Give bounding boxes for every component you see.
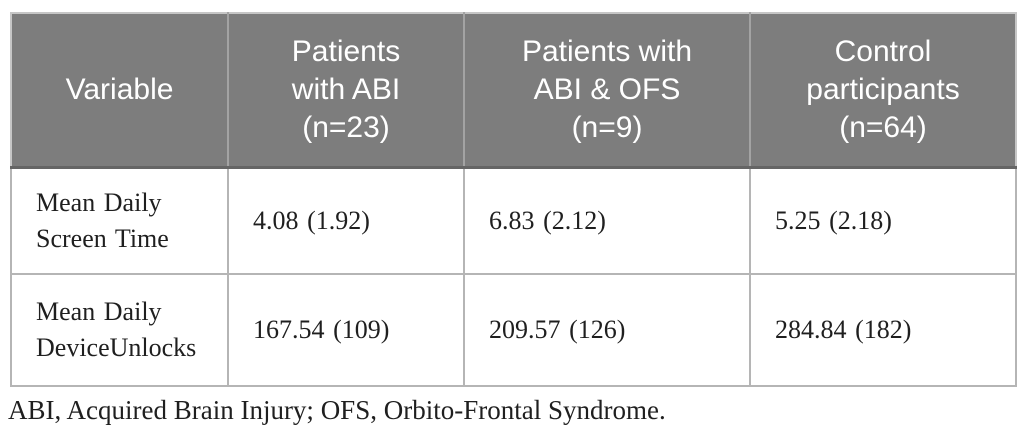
- cell-screen-time-abi: 4.08 (1.92): [227, 166, 465, 275]
- header-row: Variable Patients with ABI (n=23) Patien…: [11, 13, 1016, 169]
- header-cell-control-participants: Control participants (n=64): [749, 13, 1016, 169]
- header-cell-patients-abi: Patients with ABI (n=23): [227, 13, 464, 169]
- study-stats-table: Variable Patients with ABI (n=23) Patien…: [10, 12, 1017, 387]
- cell-screen-time-abi-ofs: 6.83 (2.12): [463, 166, 751, 275]
- row-label-screen-time: Mean Daily Screen Time: [10, 166, 229, 275]
- header-cell-variable: Variable: [11, 13, 228, 169]
- abbreviations-footnote: ABI, Acquired Brain Injury; OFS, Orbito-…: [8, 395, 666, 425]
- table-row-device-unlocks: Mean Daily DeviceUnlocks 167.54 (109) 20…: [10, 273, 1017, 387]
- row-label-device-unlocks: Mean Daily DeviceUnlocks: [10, 273, 229, 387]
- cell-screen-time-control: 5.25 (2.18): [749, 166, 1017, 275]
- table-row-screen-time: Mean Daily Screen Time 4.08 (1.92) 6.83 …: [10, 166, 1017, 275]
- cell-device-unlocks-abi-ofs: 209.57 (126): [463, 273, 751, 387]
- cell-device-unlocks-control: 284.84 (182): [749, 273, 1017, 387]
- header-cell-patients-abi-ofs: Patients with ABI & OFS (n=9): [463, 13, 750, 169]
- cell-device-unlocks-abi: 167.54 (109): [227, 273, 465, 387]
